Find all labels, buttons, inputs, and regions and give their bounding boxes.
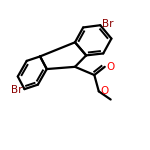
Text: Br: Br (102, 20, 114, 29)
Text: O: O (100, 86, 108, 96)
Text: Br: Br (11, 85, 22, 95)
Text: O: O (106, 62, 114, 72)
